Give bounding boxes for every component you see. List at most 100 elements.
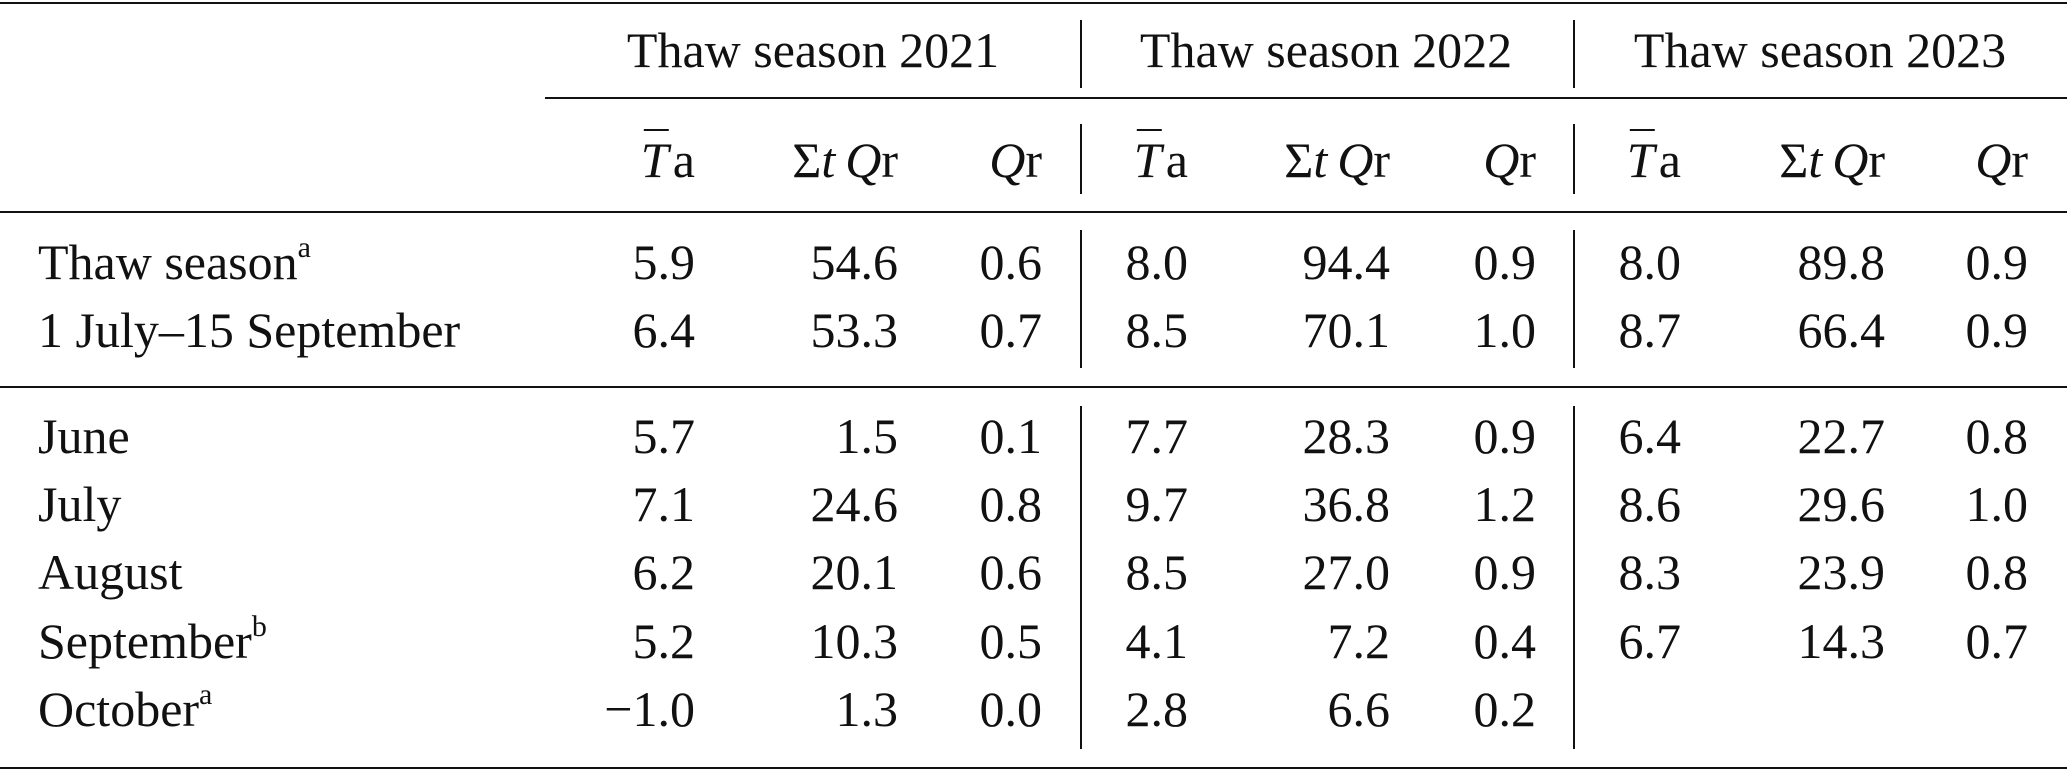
table-cell: 6.4 — [632, 302, 696, 358]
table-cell: 8.7 — [1618, 302, 1682, 358]
table-cell: 27.0 — [1302, 544, 1391, 600]
table-cell: 8.5 — [1125, 302, 1189, 358]
group-divider-rule — [1573, 406, 1576, 749]
table-cell: 7.2 — [1327, 613, 1391, 669]
table-cell: 0.6 — [979, 544, 1043, 600]
row-label: August — [38, 544, 183, 600]
row-label: July — [38, 476, 122, 532]
group-divider-rule — [1573, 124, 1576, 194]
group-divider-rule — [1080, 406, 1083, 749]
table-cell: 23.9 — [1797, 544, 1886, 600]
table-cell: 5.7 — [632, 408, 696, 464]
row-label: Thaw seasona — [38, 231, 311, 290]
subscript-t: t — [1313, 132, 1328, 188]
column-header-cumulative-runoff: Σt Qr — [792, 135, 898, 185]
column-header-mean-runoff: Qr — [989, 135, 1042, 185]
column-header-cumulative-runoff: Σt Qr — [1284, 135, 1390, 185]
subscript-a: a — [1165, 132, 1188, 188]
table-cell: 0.8 — [979, 476, 1043, 532]
table-cell: 0.0 — [979, 681, 1043, 737]
column-header-mean-air-temperature: T a — [1134, 129, 1188, 188]
top-rule — [0, 2, 2067, 5]
table-cell: 5.9 — [632, 234, 696, 290]
row-label: 1 July–15 September — [38, 302, 461, 358]
group-header-2022: Thaw season 2022 — [1139, 22, 1513, 78]
table-cell: 6.4 — [1618, 408, 1682, 464]
table-cell: 0.4 — [1473, 613, 1537, 669]
table-cell: 0.9 — [1965, 302, 2029, 358]
table-cell: 0.6 — [979, 234, 1043, 290]
footnote-marker: b — [251, 610, 267, 643]
table-cell: −1.0 — [604, 681, 695, 737]
table-cell: 2.8 — [1125, 681, 1189, 737]
row-label: Septemberb — [38, 610, 267, 669]
subscript-r: r — [1519, 132, 1536, 188]
table-cell: 5.2 — [632, 613, 696, 669]
table-cell: 0.8 — [1965, 408, 2029, 464]
table-cell: 8.3 — [1618, 544, 1682, 600]
subscript-r: r — [2011, 132, 2028, 188]
table-cell: 0.5 — [979, 613, 1043, 669]
group-header-2021: Thaw season 2021 — [626, 22, 1000, 78]
column-header-mean-runoff: Qr — [1975, 135, 2028, 185]
table-cell: 70.1 — [1302, 302, 1391, 358]
table-cell: 8.0 — [1125, 234, 1189, 290]
subscript-t: t — [821, 132, 836, 188]
q-symbol: Q — [1975, 132, 2012, 188]
table-cell: 0.2 — [1473, 681, 1537, 737]
subscript-r: r — [1868, 132, 1885, 188]
table-cell: 9.7 — [1125, 476, 1189, 532]
bottom-rule — [0, 767, 2067, 770]
table-cell: 10.3 — [810, 613, 899, 669]
table-cell: 1.2 — [1473, 476, 1537, 532]
q-symbol: Q — [1483, 132, 1520, 188]
subscript-a: a — [672, 132, 695, 188]
subscript-a: a — [1658, 132, 1681, 188]
table-cell: 29.6 — [1797, 476, 1886, 532]
footnote-marker: a — [297, 231, 311, 264]
table-cell: 94.4 — [1302, 234, 1391, 290]
table-cell: 0.9 — [1473, 408, 1537, 464]
subscript-r: r — [1025, 132, 1042, 188]
table-cell: 0.9 — [1473, 544, 1537, 600]
table-cell: 66.4 — [1797, 302, 1886, 358]
table-cell: 0.1 — [979, 408, 1043, 464]
row-label: Octobera — [38, 678, 213, 737]
sigma-symbol: Σ — [1779, 132, 1809, 188]
table-cell: 54.6 — [810, 234, 899, 290]
group-divider-rule — [1080, 20, 1083, 88]
table-cell: 6.7 — [1618, 613, 1682, 669]
table-cell: 20.1 — [810, 544, 899, 600]
table-cell: 0.7 — [979, 302, 1043, 358]
table-cell: 1.5 — [835, 408, 899, 464]
table-cell: 22.7 — [1797, 408, 1886, 464]
column-header-mean-air-temperature: T a — [640, 129, 695, 188]
table-cell: 6.2 — [632, 544, 696, 600]
table-cell: 0.9 — [1965, 234, 2029, 290]
column-header-cumulative-runoff: Σt Qr — [1779, 135, 1885, 185]
section-divider-rule — [0, 386, 2067, 389]
header-bottom-rule — [0, 211, 2067, 214]
table-cell: 24.6 — [810, 476, 899, 532]
q-symbol: Q — [845, 132, 882, 188]
table-cell: 1.3 — [835, 681, 899, 737]
overline-t: T — [640, 129, 669, 188]
table-cell: 1.0 — [1473, 302, 1537, 358]
group-divider-rule — [1573, 230, 1576, 368]
table-cell: 89.8 — [1797, 234, 1886, 290]
group-divider-rule — [1080, 230, 1083, 368]
table-cell: 14.3 — [1797, 613, 1886, 669]
table-cell: 8.6 — [1618, 476, 1682, 532]
column-header-mean-air-temperature: T a — [1626, 129, 1681, 188]
sigma-symbol: Σ — [1284, 132, 1314, 188]
group-divider-rule — [1080, 124, 1083, 194]
table-cell: 7.1 — [632, 476, 696, 532]
group-header-2023: Thaw season 2023 — [1633, 22, 2007, 78]
table-cell: 1.0 — [1965, 476, 2029, 532]
overline-t: T — [1626, 129, 1655, 188]
table-cell: 28.3 — [1302, 408, 1391, 464]
footnote-marker: a — [199, 678, 213, 711]
column-header-mean-runoff: Qr — [1483, 135, 1536, 185]
q-symbol: Q — [1337, 132, 1374, 188]
group-divider-rule — [1573, 20, 1576, 88]
